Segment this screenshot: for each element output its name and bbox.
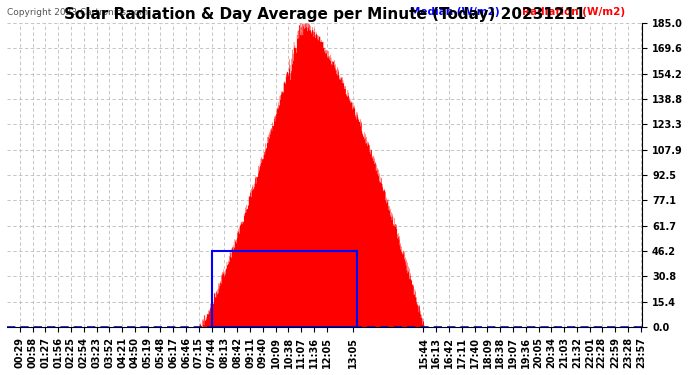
Text: Median (W/m2): Median (W/m2) <box>411 7 500 17</box>
Text: Radiation (W/m2): Radiation (W/m2) <box>522 7 624 17</box>
Text: Copyright 2023 Cartronics.com: Copyright 2023 Cartronics.com <box>7 8 148 17</box>
Title: Solar Radiation & Day Average per Minute (Today) 20231211: Solar Radiation & Day Average per Minute… <box>64 7 585 22</box>
Bar <box>212 251 357 327</box>
